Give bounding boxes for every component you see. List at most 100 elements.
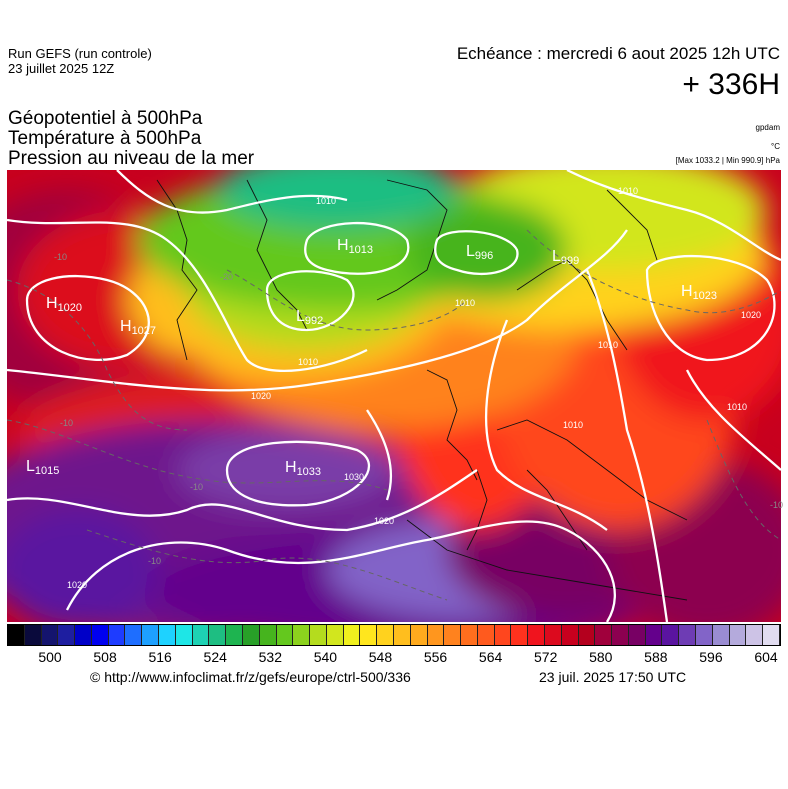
isobar-label: 1020 [374,516,395,526]
color-scale-cell [8,625,25,645]
color-scale-cell [712,625,730,645]
pressure-center-value: 992 [304,315,324,327]
pressure-center-type: H [337,237,349,254]
unit-geopotential: gpdam [755,123,780,132]
color-scale-cell [561,625,579,645]
color-scale-cell [75,625,92,645]
color-scale-cell [393,625,411,645]
color-scale-cell [209,625,227,645]
pressure-center-value: 999 [560,255,580,267]
color-scale-cell [310,625,327,645]
color-scale-cell [326,625,344,645]
temperature-label: -10 [60,418,74,428]
color-scale-cell [595,625,613,645]
color-scale-cell [545,625,562,645]
pressure-center-h1020: H1020 [46,295,82,314]
color-scale-cell [108,625,126,645]
color-scale-tick: 588 [644,649,668,665]
isobar-label: 1010 [727,402,748,412]
temperature-label: -10 [54,252,68,262]
color-scale-cell [159,625,176,645]
color-scale-cell [477,625,495,645]
isobar-label: 1030 [344,472,365,482]
color-scale-tick: 604 [754,649,778,665]
isobar-label: 1010 [455,298,476,308]
color-scale-cell [427,625,445,645]
pressure-center-value: 1023 [692,290,718,302]
pressure-center-value: 996 [474,250,494,262]
pressure-center-type: L [552,248,561,265]
color-scale-tick: 580 [589,649,613,665]
color-scale-tick: 516 [148,649,172,665]
pressure-center-type: L [466,243,475,260]
pressure-center-l999: L999 [552,248,579,267]
color-scale-tick: 572 [534,649,558,665]
color-scale-tick: 508 [93,649,117,665]
title-line-3: Pression au niveau de la mer [8,148,255,169]
pressure-center-l992: L992 [296,308,323,327]
run-date: 23 juillet 2025 12Z [8,61,115,76]
isobar-label: 1010 [563,420,584,430]
pressure-center-value: 1013 [348,244,374,256]
color-scale-cell [24,625,42,645]
color-scale-tick: 564 [478,649,503,665]
pressure-center-h1033: H1033 [285,459,321,478]
map-svg [7,170,781,622]
pressure-center-type: L [26,458,35,475]
color-scale-cell [293,625,311,645]
title-line-1: Géopotentiel à 500hPa [8,108,203,129]
color-scale-cell [142,625,160,645]
color-scale-cell [242,625,260,645]
color-scale-cell [343,625,361,645]
source-url[interactable]: © http://www.infoclimat.fr/z/gefs/europe… [90,669,411,685]
temperature-label: -10 [770,500,784,510]
color-scale-cell [360,625,378,645]
generation-timestamp: 23 juil. 2025 17:50 UTC [539,669,687,685]
pressure-min-max: [Max 1033.2 | Min 990.9] hPa [675,156,780,165]
color-scale-cell [41,625,59,645]
color-scale-cell [696,625,713,645]
pressure-center-l1015: L1015 [26,458,59,477]
color-scale-cell [259,625,277,645]
title-line-2: Température à 500hPa [8,128,202,149]
pressure-center-h1013: H1013 [337,237,373,256]
temperature-isolines [7,229,781,601]
pressure-center-type: H [681,283,693,300]
color-scale-tick: 540 [313,649,338,665]
pressure-center-value: 1027 [131,325,157,337]
color-scale-cell [444,625,462,645]
isobar-label: 1010 [598,340,619,350]
color-scale-cell [578,625,596,645]
color-scale-tick: 596 [699,649,723,665]
color-scale-cell [125,625,143,645]
color-scale-cell [612,625,629,645]
color-scale-cell [746,625,764,645]
color-scale-cell [461,625,478,645]
color-scale-cell [729,625,747,645]
color-scale-cell [628,625,646,645]
pressure-center-h1023: H1023 [681,283,717,302]
color-scale-cell [528,625,545,645]
color-scale-cell [192,625,210,645]
pressure-center-value: 1033 [296,466,322,478]
color-scale-cell [511,625,529,645]
isobar-label: 1020 [67,580,88,590]
echeance: Echéance : mercredi 6 aout 2025 12h UTC [456,44,780,63]
color-scale-tick: 500 [38,649,62,665]
color-scale-tick: 548 [368,649,393,665]
isobar-label: 1020 [741,310,762,320]
pressure-center-value: 1020 [57,302,83,314]
weather-map [7,170,781,622]
color-scale-tick: 556 [423,649,448,665]
color-scale-cell [763,625,780,645]
isobar-label: 1010 [298,357,319,367]
color-scale-tick: 532 [258,649,282,665]
color-scale-cell [679,625,697,645]
pressure-center-type: L [296,308,305,325]
color-scale-cell [494,625,512,645]
color-scale-cell [58,625,76,645]
color-scale-cell [276,625,294,645]
color-scale-cell [377,625,394,645]
pressure-center-h1027: H1027 [120,318,156,337]
pressure-center-type: H [285,459,297,476]
